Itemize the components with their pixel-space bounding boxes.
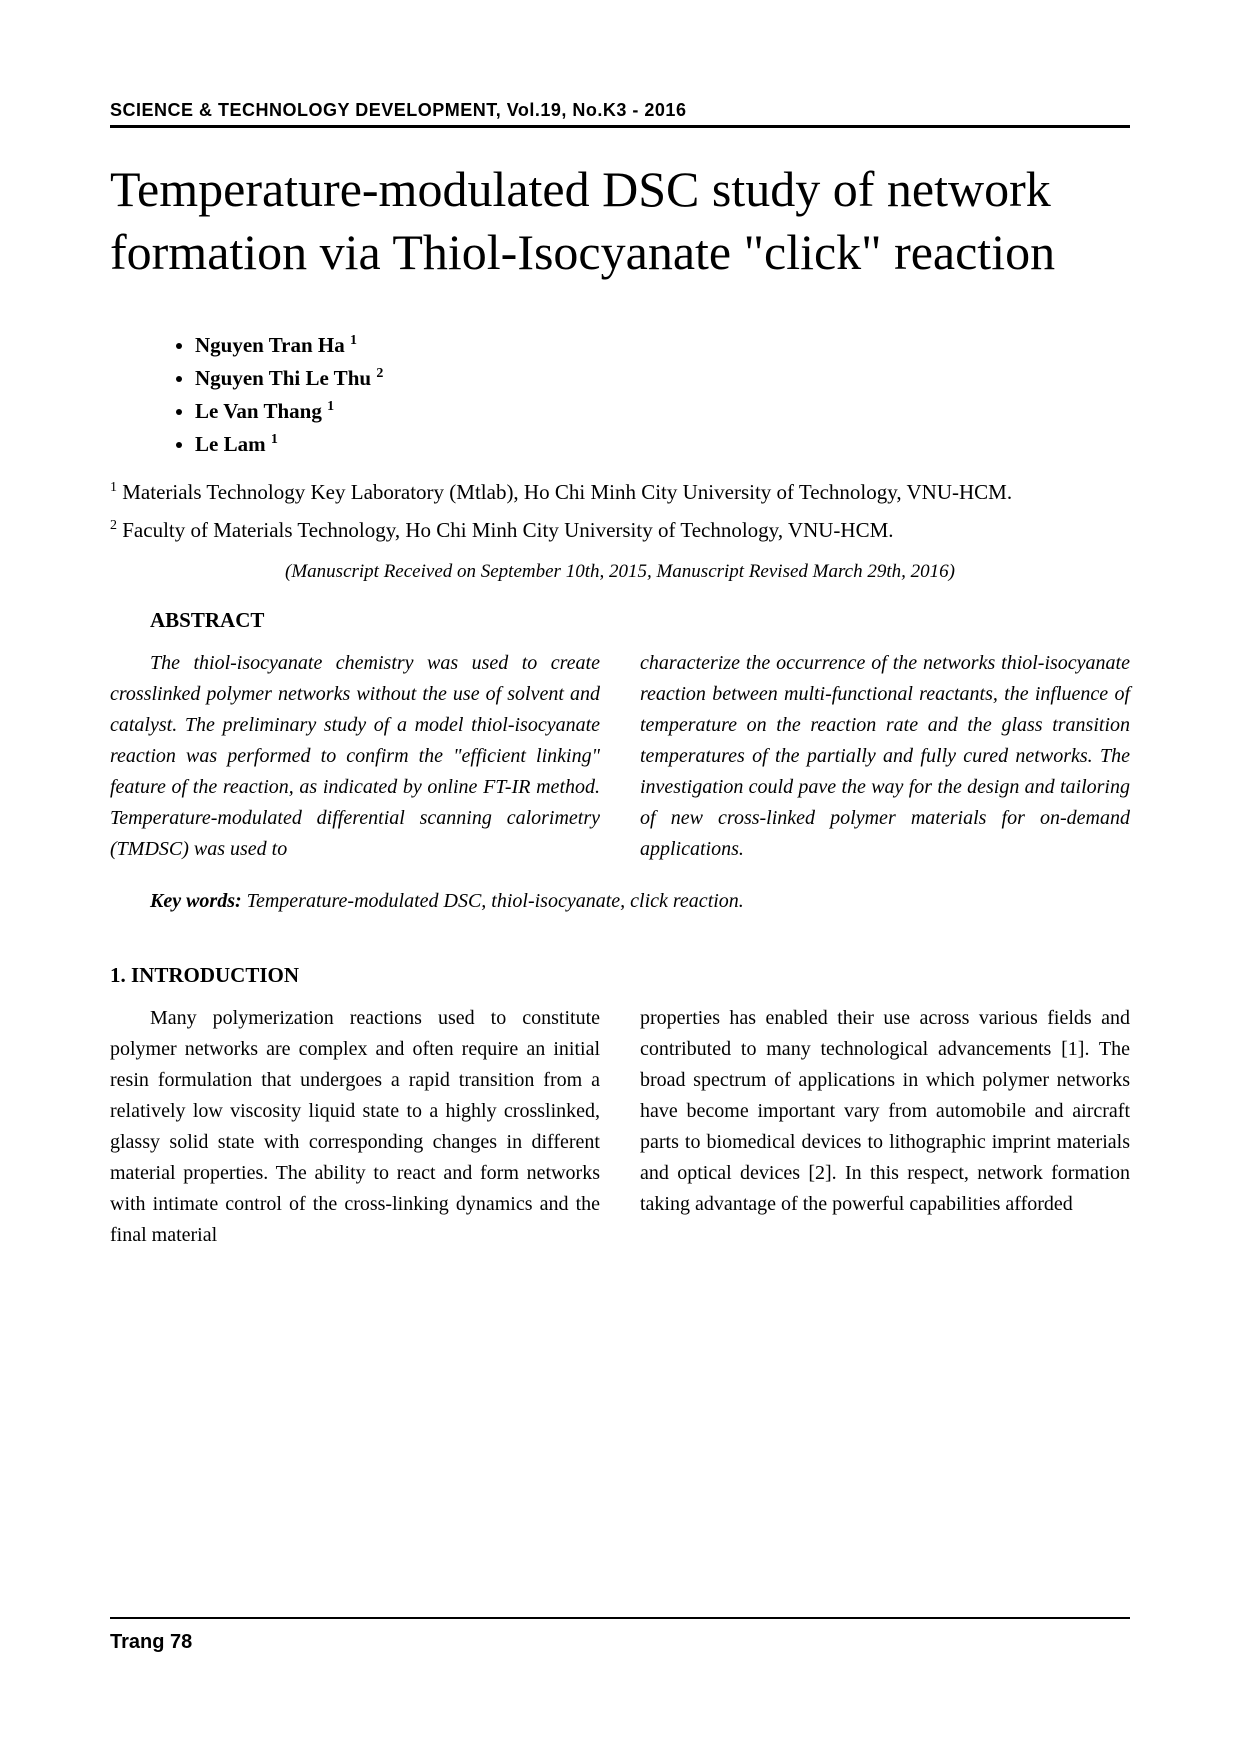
author-name: Le Van Thang [195, 399, 322, 423]
body-left-column: Many polymerization reactions used to co… [110, 1003, 600, 1251]
abstract-heading: ABSTRACT [150, 608, 1130, 633]
author-ref: 2 [376, 366, 383, 381]
keywords-label: Key words: [150, 890, 242, 912]
introduction-heading: 1. INTRODUCTION [110, 963, 1130, 988]
affiliation-text: Materials Technology Key Laboratory (Mtl… [122, 480, 1012, 504]
manuscript-info: (Manuscript Received on September 10th, … [110, 561, 1130, 583]
footer-rule [110, 1617, 1130, 1619]
page-number: Trang 78 [110, 1631, 1130, 1654]
author-list: Nguyen Tran Ha 1 Nguyen Thi Le Thu 2 Le … [170, 333, 1130, 457]
affiliation-text: Faculty of Materials Technology, Ho Chi … [122, 518, 893, 542]
keywords: Key words: Temperature-modulated DSC, th… [150, 890, 1130, 913]
author-ref: 1 [271, 432, 278, 447]
affiliation: 1 Materials Technology Key Laboratory (M… [110, 477, 1130, 509]
author-item: Nguyen Tran Ha 1 [195, 333, 1130, 358]
keywords-text: Temperature-modulated DSC, thiol-isocyan… [242, 890, 744, 912]
author-item: Le Lam 1 [195, 432, 1130, 457]
header-rule: SCIENCE & TECHNOLOGY DEVELOPMENT, Vol.19… [110, 100, 1130, 128]
abstract-left-column: The thiol-isocyanate chemistry was used … [110, 648, 600, 865]
author-item: Le Van Thang 1 [195, 399, 1130, 424]
affiliation-ref: 1 [110, 480, 117, 495]
journal-header: SCIENCE & TECHNOLOGY DEVELOPMENT, Vol.19… [110, 100, 1130, 121]
author-name: Le Lam [195, 432, 266, 456]
body-right-column: properties has enabled their use across … [640, 1003, 1130, 1251]
footer: Trang 78 [110, 1617, 1130, 1654]
author-name: Nguyen Thi Le Thu [195, 366, 371, 390]
body-container: Many polymerization reactions used to co… [110, 1003, 1130, 1251]
author-ref: 1 [350, 333, 357, 348]
author-item: Nguyen Thi Le Thu 2 [195, 366, 1130, 391]
author-ref: 1 [327, 399, 334, 414]
author-name: Nguyen Tran Ha [195, 333, 345, 357]
paper-title: Temperature-modulated DSC study of netwo… [110, 158, 1130, 283]
affiliation: 2 Faculty of Materials Technology, Ho Ch… [110, 515, 1130, 547]
affiliation-ref: 2 [110, 518, 117, 533]
abstract-container: The thiol-isocyanate chemistry was used … [110, 648, 1130, 865]
abstract-right-column: characterize the occurrence of the netwo… [640, 648, 1130, 865]
